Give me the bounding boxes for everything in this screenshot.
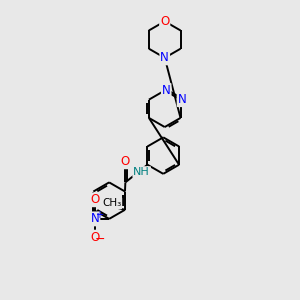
- Text: O: O: [90, 193, 100, 206]
- Text: O: O: [90, 231, 100, 244]
- Text: −: −: [95, 233, 105, 246]
- Text: N: N: [178, 93, 186, 106]
- Text: NH: NH: [133, 167, 150, 177]
- Text: O: O: [121, 155, 130, 168]
- Text: +: +: [94, 210, 103, 220]
- Text: O: O: [160, 15, 169, 28]
- Text: N: N: [162, 84, 171, 97]
- Text: CH₃: CH₃: [102, 198, 121, 208]
- Text: N: N: [160, 51, 169, 64]
- Text: N: N: [91, 212, 99, 225]
